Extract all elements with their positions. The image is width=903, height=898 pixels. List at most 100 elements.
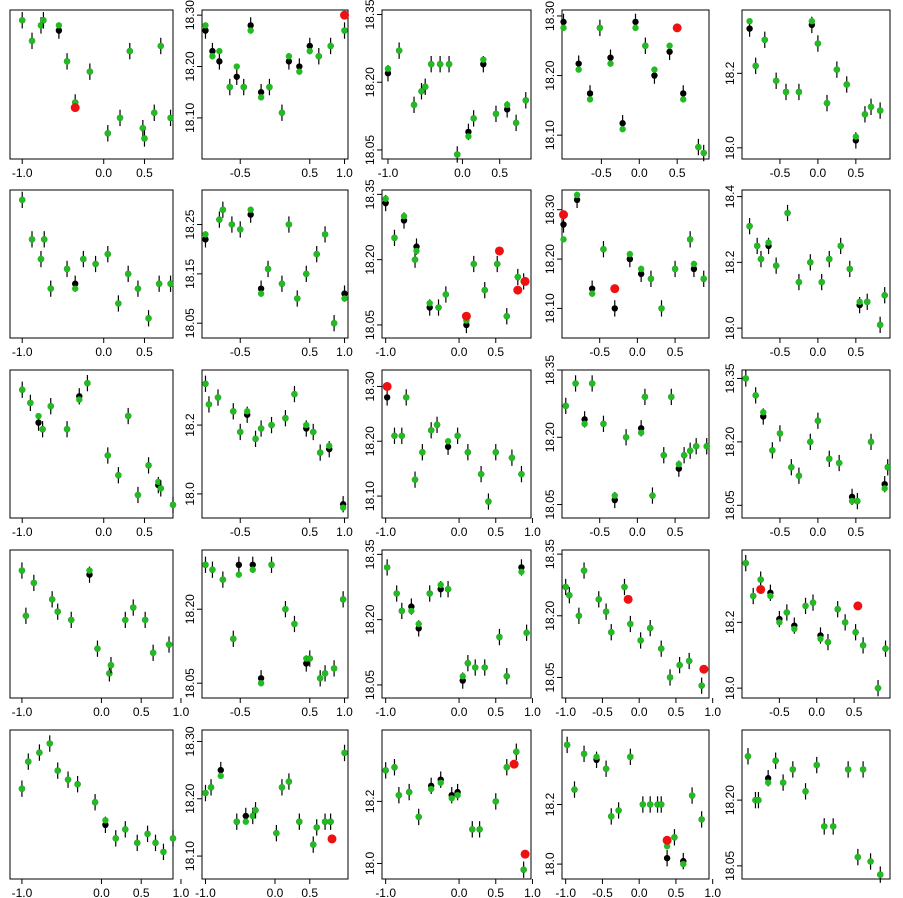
x-tick-label: 0.5 <box>491 166 508 180</box>
panel-frame <box>381 729 532 880</box>
data-point-red <box>494 246 504 256</box>
y-tick-label: 18.10 <box>543 293 557 323</box>
data-point-green <box>639 801 647 808</box>
data-point-green <box>391 234 398 242</box>
data-point-green <box>408 607 415 615</box>
data-point-green <box>54 767 61 774</box>
data-point-green <box>472 664 479 671</box>
data-point-green <box>327 42 334 50</box>
panel-frame <box>381 189 532 339</box>
data-point-green <box>330 665 338 672</box>
data-point-green <box>835 459 843 467</box>
data-point-green <box>833 66 841 73</box>
y-tick-label: 18.0 <box>723 676 737 700</box>
x-tick-label: -1.0 <box>555 705 576 719</box>
data-point-green <box>411 476 419 483</box>
panel-frame <box>741 369 891 519</box>
x-tick-label: -1.0 <box>375 525 396 539</box>
data-point-black <box>249 561 256 568</box>
data-point-green <box>619 126 626 133</box>
data-point-green <box>637 637 644 644</box>
data-point-green <box>257 680 265 687</box>
data-point-green <box>882 645 889 652</box>
data-point-green <box>476 826 483 833</box>
data-point-green <box>632 24 639 32</box>
data-point-green <box>19 196 26 204</box>
x-tick-label: 0.5 <box>667 525 684 539</box>
x-tick-label: -1.0 <box>375 886 396 898</box>
data-point-green <box>776 430 784 437</box>
data-point-green <box>18 567 26 574</box>
data-point-green <box>316 449 324 456</box>
data-point-green <box>513 748 520 755</box>
panel-2-0: -1.0 0.0 0.5 <box>9 369 177 539</box>
y-tick-label: 18.30 <box>543 194 557 224</box>
data-point-green <box>666 42 673 49</box>
data-point-green <box>867 858 874 865</box>
data-point-green <box>19 17 26 24</box>
data-point-green <box>151 109 158 116</box>
data-point-green <box>341 295 348 302</box>
data-point-green <box>859 642 867 649</box>
data-point-black <box>465 128 472 136</box>
x-tick-label: 1.0 <box>336 525 353 539</box>
data-point-green <box>264 265 272 273</box>
data-point-green <box>742 559 749 567</box>
y-tick-label: 18.2 <box>723 61 737 85</box>
data-point-green <box>382 767 389 774</box>
data-point-green <box>492 110 500 118</box>
data-point-green <box>216 216 223 223</box>
x-tick-label: 0.5 <box>487 345 504 359</box>
x-tick-label: 1.0 <box>336 345 353 359</box>
y-tick-label: 18.30 <box>183 0 197 30</box>
data-point-green <box>660 452 667 459</box>
data-point-green <box>877 871 884 878</box>
data-point-green <box>30 579 38 587</box>
data-point-green <box>637 429 645 436</box>
data-point-green <box>685 657 693 665</box>
data-point-black <box>102 821 109 829</box>
data-point-green <box>64 776 72 783</box>
data-point-green <box>503 101 511 109</box>
data-point-green <box>214 394 222 401</box>
data-point-green <box>202 561 209 568</box>
x-tick-label: 0.0 <box>631 705 648 719</box>
data-point-green <box>252 435 259 443</box>
data-point-green <box>752 62 759 70</box>
data-point-black <box>55 27 63 34</box>
panel-frame <box>201 9 349 160</box>
data-point-red <box>520 276 530 286</box>
y-tick-label: 18.30 <box>183 726 197 756</box>
y-tick-label: 18.20 <box>723 785 737 815</box>
data-point-green <box>795 88 803 96</box>
data-point-green <box>169 835 177 842</box>
y-tick-label: 18.05 <box>363 135 377 165</box>
x-tick-label: 0.0 <box>95 345 112 359</box>
data-point-black <box>480 60 487 68</box>
data-point-green <box>765 239 772 246</box>
data-point-green <box>228 221 236 228</box>
data-point-green <box>746 17 753 25</box>
x-tick-label: 0.5 <box>487 525 504 539</box>
x-tick-label: 0.5 <box>487 886 504 898</box>
data-point-green <box>695 143 702 151</box>
data-point-green <box>465 133 472 140</box>
x-tick-label: -1.0 <box>12 886 33 898</box>
data-point-red <box>853 601 863 611</box>
data-point-green <box>807 438 814 446</box>
data-point-red <box>672 23 682 33</box>
data-point-green <box>230 635 237 642</box>
data-point-green <box>572 380 579 387</box>
data-point-black <box>341 290 348 297</box>
panel-3-1: -0.5 0.5 1.0 18.05 18.20 <box>183 549 353 719</box>
data-point-green <box>668 393 675 401</box>
data-point-green <box>80 255 87 263</box>
data-point-green <box>418 88 425 95</box>
data-point-green <box>426 299 433 307</box>
data-point-green <box>448 795 455 802</box>
data-point-green <box>242 818 249 825</box>
data-point-green <box>398 432 406 439</box>
data-point-green <box>874 684 882 692</box>
data-point-green <box>48 596 56 603</box>
x-tick-label: 0.5 <box>848 345 865 359</box>
